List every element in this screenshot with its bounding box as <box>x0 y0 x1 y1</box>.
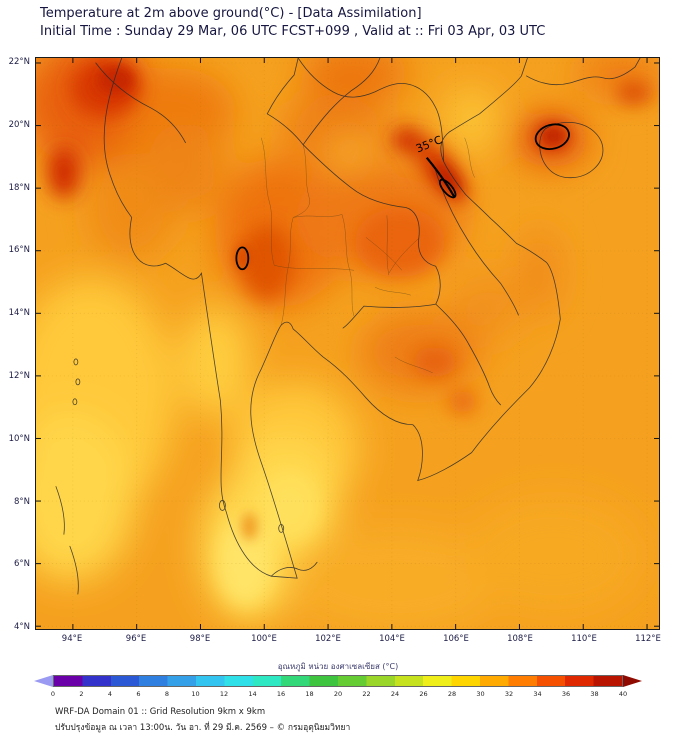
colorbar-gradient <box>53 675 623 687</box>
graticule-grid <box>36 58 659 629</box>
colorbar-tick-label: 30 <box>476 690 485 698</box>
y-axis: 22°N 20°N 18°N 16°N 14°N 12°N 10°N 8°N 6°N 4°N <box>0 57 33 633</box>
page-subtitle: Initial Time : Sunday 29 Mar, 06 UTC FCS… <box>40 24 546 39</box>
colorbar-tick-label: 16 <box>276 690 286 698</box>
y-tick-label: 4°N <box>13 622 30 633</box>
y-tick-label: 22°N <box>8 57 30 67</box>
page-title: Temperature at 2m above ground(°C) - [Da… <box>40 6 422 21</box>
colorbar-tick-label: 20 <box>333 690 343 698</box>
province-borders <box>261 137 475 374</box>
x-tick-label: 98°E <box>189 634 211 644</box>
colorbar-over-range-arrow-icon <box>623 675 642 687</box>
y-tick-label: 16°N <box>8 245 30 256</box>
colorbar-tick-label: 22 <box>362 690 371 698</box>
temperature-field-mid-blobs <box>47 58 653 607</box>
colorbar-tick-label: 38 <box>590 690 599 698</box>
x-tick-label: 100°E <box>251 634 277 644</box>
y-tick-label: 18°N <box>8 182 30 193</box>
colorbar-tick-label: 26 <box>419 690 428 698</box>
colorbar-tick-label: 18 <box>305 690 314 698</box>
colorbar-tick-label: 2 <box>79 690 84 698</box>
colorbar-tick-label: 4 <box>107 690 113 698</box>
temperature-field-hot-cores <box>97 65 564 541</box>
y-tick-label: 14°N <box>8 308 30 319</box>
y-tick-label: 20°N <box>8 119 30 130</box>
colorbar-tick-label: 32 <box>504 690 514 698</box>
colorbar-tick-label: 0 <box>50 690 56 698</box>
colorbar-tick-label: 6 <box>136 690 141 698</box>
footer-update-info: ปรับปรุงข้อมูล ณ เวลา 13:00น. วัน อา. ที… <box>55 723 351 733</box>
colorbar-tick-label: 36 <box>561 690 571 698</box>
footer-domain-info: WRF-DA Domain 01 :: Grid Resolution 9km … <box>55 707 266 717</box>
colorbar-tick-label: 14 <box>248 690 257 698</box>
y-tick-label: 8°N <box>13 496 30 507</box>
map-frame: 35°C <box>35 57 660 630</box>
x-tick-label: 102°E <box>315 634 341 644</box>
x-axis: 94°E 96°E 98°E 100°E 102°E 104°E 106°E 108°E 110… <box>35 634 661 646</box>
axis-edge-ticks <box>36 58 659 629</box>
colorbar-ticks: 0 2 4 6 8 10 12 14 16 18 20 22 24 26 28 30 32 34 36 38 40 <box>50 690 627 700</box>
x-tick-label: 108°E <box>507 634 533 644</box>
x-tick-label: 110°E <box>571 634 597 644</box>
colorbar-tick-label: 12 <box>219 690 229 698</box>
temperature-contours-35c <box>235 123 570 271</box>
colorbar-tick-label: 28 <box>447 690 457 698</box>
colorbar-under-range-arrow-icon <box>34 675 53 687</box>
colorbar-tick-label: 40 <box>618 690 628 698</box>
x-tick-label: 106°E <box>443 634 469 644</box>
colorbar-tick-label: 10 <box>191 690 200 698</box>
y-tick-label: 6°N <box>13 559 30 570</box>
x-tick-label: 94°E <box>61 634 83 644</box>
y-tick-label: 12°N <box>8 371 30 381</box>
temperature-map: 35°C <box>36 58 659 629</box>
x-tick-label: 96°E <box>125 634 147 644</box>
x-tick-label: 112°E <box>635 634 661 644</box>
colorbar-tick-label: 8 <box>164 690 170 698</box>
temperature-field-soft-blobs <box>36 58 659 629</box>
colorbar-tick-label: 24 <box>390 690 400 698</box>
colorbar-label: อุณหภูมิ หน่วย องศาเซลเซียส (°C) <box>277 662 399 671</box>
x-tick-label: 104°E <box>379 634 405 644</box>
colorbar-tick-label: 34 <box>533 690 542 698</box>
y-tick-label: 10°N <box>8 433 30 444</box>
